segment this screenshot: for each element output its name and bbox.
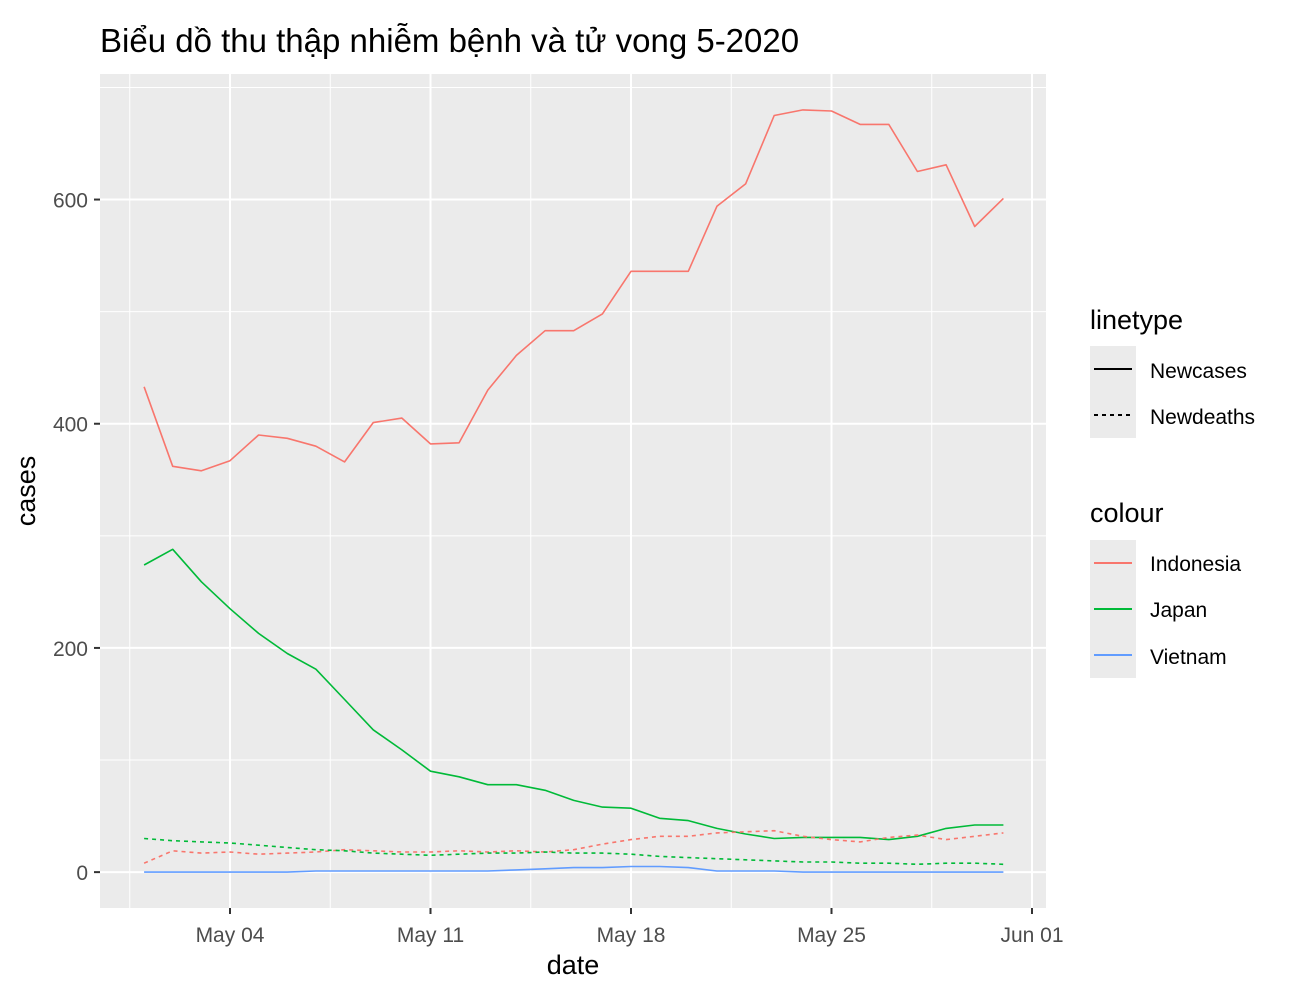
y-tick-label: 200 [53, 638, 88, 661]
legend-label-newcases: Newcases [1150, 360, 1247, 383]
y-tick-label: 0 [76, 862, 88, 885]
legend-linetype: linetype Newcases Newdeaths [1090, 305, 1255, 438]
y-tick-label: 400 [53, 414, 88, 437]
legend-linetype-title: linetype [1090, 305, 1183, 335]
plot-panel [100, 74, 1046, 908]
legend-label-japan: Japan [1150, 599, 1207, 622]
legend-colour: colour Indonesia Japan Vietnam [1090, 498, 1241, 678]
chart-title: Biểu dồ thu thập nhiễm bệnh và tử vong 5… [100, 22, 799, 59]
series-lines [143, 109, 1004, 873]
x-axis-title: date [547, 950, 600, 980]
y-axis: 0 200 400 600 [53, 190, 100, 885]
legend-colour-title: colour [1090, 498, 1164, 528]
series-line-indonesia-newcases [143, 109, 1004, 472]
legend-label-vietnam: Vietnam [1150, 646, 1227, 669]
x-axis: May 04 May 11 May 18 May 25 Jun 01 [196, 908, 1064, 947]
minor-gridlines [100, 74, 1046, 908]
x-tick-label: May 25 [797, 924, 866, 947]
x-tick-label: May 04 [196, 924, 265, 947]
series-line-vietnam-newcases [144, 865, 1004, 873]
x-tick-label: May 18 [597, 924, 666, 947]
series-line-indonesia-newdeaths [143, 829, 1004, 864]
x-tick-label: Jun 01 [1000, 924, 1063, 947]
y-tick-label: 600 [53, 190, 88, 213]
x-tick-label: May 11 [397, 924, 464, 947]
legend-label-indonesia: Indonesia [1150, 553, 1241, 576]
series-line-japan-newcases [143, 548, 1004, 841]
legend-label-newdeaths: Newdeaths [1150, 406, 1255, 429]
y-axis-title: cases [11, 456, 41, 527]
